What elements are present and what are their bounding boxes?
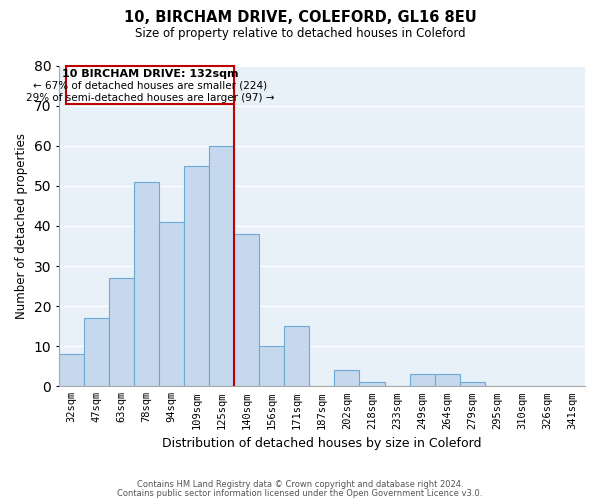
Bar <box>234 234 259 386</box>
Bar <box>184 166 209 386</box>
Bar <box>134 182 159 386</box>
Bar <box>84 318 109 386</box>
Bar <box>434 374 460 386</box>
Bar <box>334 370 359 386</box>
FancyBboxPatch shape <box>67 66 234 104</box>
Text: Contains public sector information licensed under the Open Government Licence v3: Contains public sector information licen… <box>118 488 482 498</box>
Text: 10 BIRCHAM DRIVE: 132sqm: 10 BIRCHAM DRIVE: 132sqm <box>62 68 239 78</box>
Text: 10, BIRCHAM DRIVE, COLEFORD, GL16 8EU: 10, BIRCHAM DRIVE, COLEFORD, GL16 8EU <box>124 10 476 25</box>
Text: ← 67% of detached houses are smaller (224): ← 67% of detached houses are smaller (22… <box>33 80 268 90</box>
Bar <box>209 146 234 386</box>
Bar <box>284 326 310 386</box>
Bar <box>109 278 134 386</box>
Bar <box>460 382 485 386</box>
Text: 29% of semi-detached houses are larger (97) →: 29% of semi-detached houses are larger (… <box>26 93 275 103</box>
Bar <box>359 382 385 386</box>
Bar <box>159 222 184 386</box>
Text: Size of property relative to detached houses in Coleford: Size of property relative to detached ho… <box>134 28 466 40</box>
Bar <box>410 374 434 386</box>
Bar <box>59 354 84 386</box>
Y-axis label: Number of detached properties: Number of detached properties <box>15 133 28 319</box>
Text: Contains HM Land Registry data © Crown copyright and database right 2024.: Contains HM Land Registry data © Crown c… <box>137 480 463 489</box>
Bar <box>259 346 284 387</box>
X-axis label: Distribution of detached houses by size in Coleford: Distribution of detached houses by size … <box>162 437 482 450</box>
